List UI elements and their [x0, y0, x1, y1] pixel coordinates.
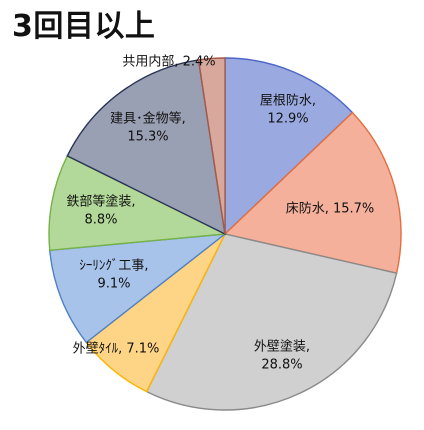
data-label-3: 外壁塗装, 28.8% [254, 339, 310, 373]
data-label-line: 9.1% [97, 277, 130, 292]
data-label-1: 屋根防水, 12.9% [260, 93, 316, 127]
data-label-line: 外壁塗装, [254, 339, 310, 355]
data-label-line: 床防水, 15.7% [286, 201, 375, 217]
pie-slice-8 [197, 57, 226, 235]
data-label-line: 屋根防水, [260, 93, 316, 109]
pie-slice-6 [48, 154, 228, 252]
data-label-5: ｼｰﾘﾝｸﾞ工事, 9.1% [79, 259, 148, 292]
data-label-2: 床防水, 15.7% [286, 201, 375, 217]
data-label-line: 12.9% [267, 112, 308, 127]
data-label-7: 建具･金物等, 15.3% [110, 111, 186, 145]
data-label-line: 8.8% [84, 213, 117, 228]
data-label-4: 外壁ﾀｲﾙ, 7.1% [73, 342, 160, 357]
data-label-line: 15.3% [127, 130, 168, 145]
data-label-line: 共用内部, 2.4% [122, 54, 215, 70]
data-label-line: 外壁ﾀｲﾙ, 7.1% [73, 342, 160, 357]
data-label-6: 鉄部等塗装, 8.8% [66, 194, 135, 228]
data-label-line: 28.8% [261, 358, 302, 373]
pie-slice-7 [66, 59, 226, 236]
pie-slice-3 [145, 233, 398, 411]
data-label-8: 共用内部, 2.4% [122, 54, 215, 70]
pie-slice-2 [223, 111, 402, 274]
data-label-line: ｼｰﾘﾝｸﾞ工事, [79, 259, 148, 274]
data-label-line: 鉄部等塗装, [66, 194, 135, 210]
pie-slice-1 [224, 57, 354, 236]
data-label-line: 建具･金物等, [110, 111, 186, 127]
chart-title: 3回目以上 [12, 9, 156, 44]
pie-slice-5 [48, 233, 228, 344]
